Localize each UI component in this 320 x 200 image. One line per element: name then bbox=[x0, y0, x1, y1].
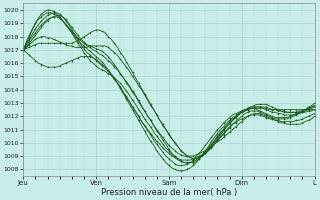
X-axis label: Pression niveau de la mer( hPa ): Pression niveau de la mer( hPa ) bbox=[101, 188, 237, 197]
